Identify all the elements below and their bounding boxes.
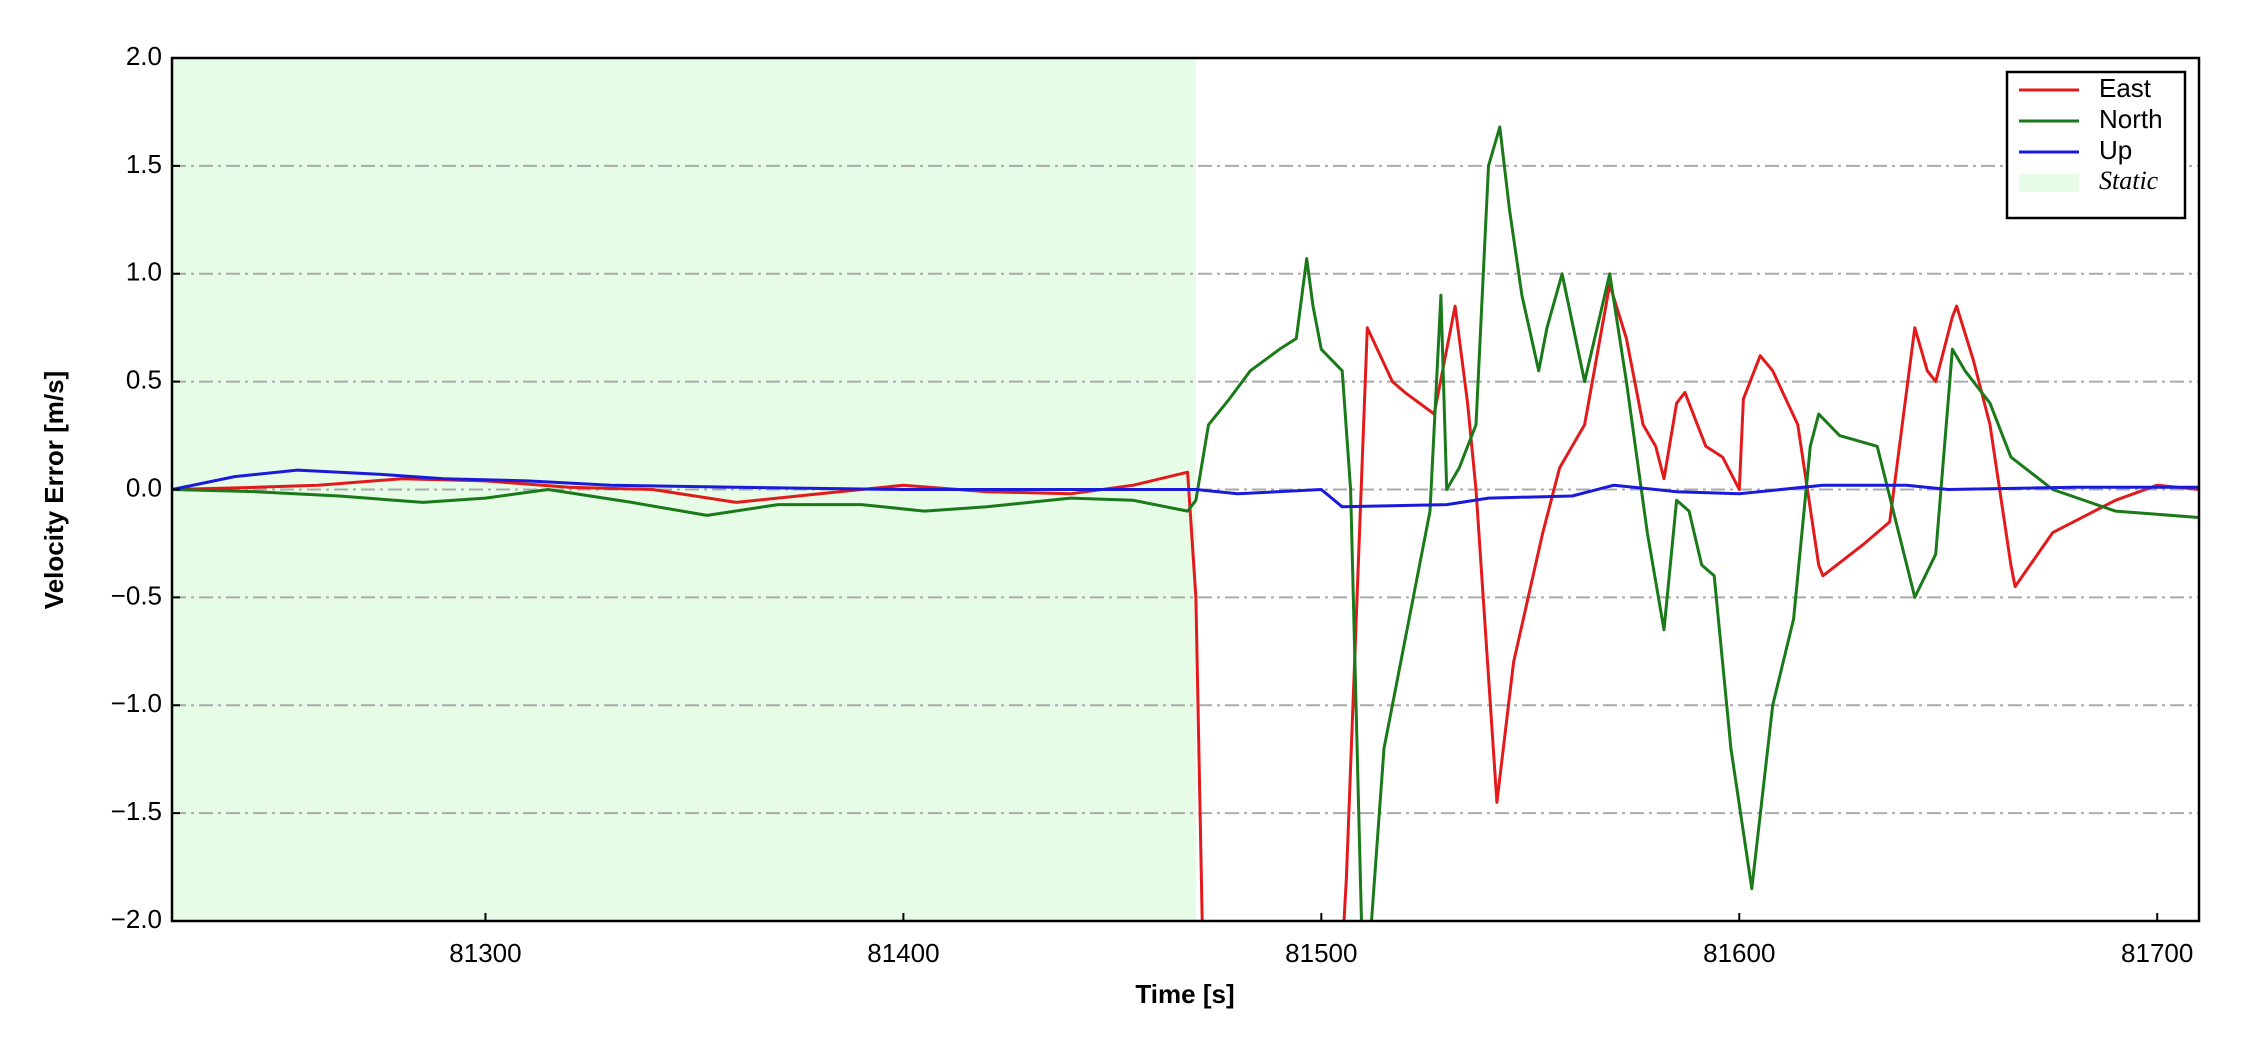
x-axis-label: Time [s] (1135, 979, 1234, 1009)
legend-label: Up (2099, 135, 2132, 165)
legend-label: East (2099, 73, 2152, 103)
y-tick-label: 0.0 (126, 472, 162, 502)
x-tick-label: 81700 (2121, 938, 2193, 968)
x-tick-label: 81500 (1285, 938, 1357, 968)
legend-label: Static (2099, 166, 2159, 195)
y-tick-label: −1.5 (111, 796, 162, 826)
series-line (172, 468, 2199, 509)
x-tick-label: 81300 (449, 938, 521, 968)
legend-swatch (2019, 174, 2079, 192)
y-tick-label: 0.5 (126, 365, 162, 395)
y-tick-label: −1.0 (111, 688, 162, 718)
x-tick-label: 81600 (1703, 938, 1775, 968)
plot-area (172, 58, 2199, 921)
y-tick-label: −0.5 (111, 580, 162, 610)
series-line (172, 283, 2199, 921)
x-tick-label: 81400 (867, 938, 939, 968)
y-tick-label: −2.0 (111, 904, 162, 934)
y-tick-label: 2.0 (126, 41, 162, 71)
legend-box (2005, 70, 2187, 220)
series-line (172, 125, 2199, 921)
y-tick-label: 1.5 (126, 149, 162, 179)
plot-frame (170, 56, 2201, 923)
y-tick-label: 1.0 (126, 257, 162, 287)
y-axis-label: Velocity Error [m/s] (39, 371, 69, 609)
legend-label: North (2099, 104, 2163, 134)
